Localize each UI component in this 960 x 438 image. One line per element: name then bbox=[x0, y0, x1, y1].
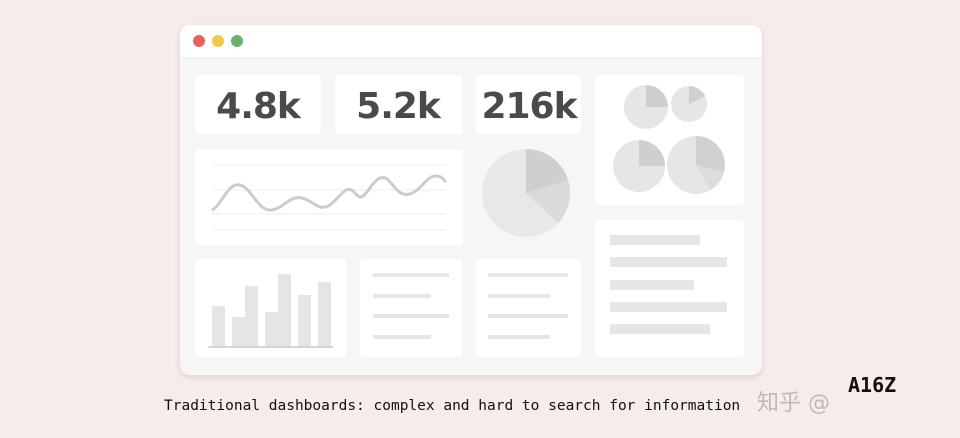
bar bbox=[278, 274, 291, 347]
card bbox=[195, 150, 463, 245]
text-line bbox=[610, 257, 727, 267]
text-line bbox=[488, 314, 568, 318]
pie-slice bbox=[526, 180, 570, 223]
pie-slice bbox=[696, 136, 725, 172]
text-line bbox=[488, 335, 550, 339]
bar bbox=[298, 295, 311, 347]
text-line bbox=[610, 235, 700, 245]
text-card bbox=[476, 259, 581, 357]
line-card bbox=[195, 150, 463, 245]
bar-card bbox=[195, 259, 346, 357]
text-line bbox=[373, 294, 431, 298]
text-card bbox=[595, 220, 744, 357]
big-pie bbox=[482, 149, 570, 237]
pie-slice bbox=[639, 140, 665, 166]
bar bbox=[212, 306, 225, 347]
pie-slice bbox=[526, 149, 568, 193]
text-line bbox=[373, 335, 431, 339]
bar bbox=[232, 317, 245, 347]
bar bbox=[265, 312, 278, 347]
text-line bbox=[373, 314, 449, 318]
text-line bbox=[610, 302, 727, 312]
maximize-dot bbox=[231, 35, 243, 47]
pie-card bbox=[595, 75, 744, 205]
text-line bbox=[488, 273, 568, 277]
pie-slice bbox=[696, 165, 724, 190]
bar bbox=[318, 282, 331, 347]
metric-card bbox=[335, 75, 462, 134]
minimize-dot bbox=[212, 35, 224, 47]
pie-slice bbox=[646, 85, 668, 107]
caption: Traditional dashboards: complex and hard… bbox=[164, 398, 740, 414]
card bbox=[476, 259, 581, 357]
text-line bbox=[610, 280, 694, 290]
title-bar bbox=[180, 25, 762, 58]
text-line bbox=[610, 324, 710, 334]
metric-card bbox=[195, 75, 321, 134]
text-card bbox=[360, 259, 462, 357]
card bbox=[360, 259, 462, 357]
text-line bbox=[488, 294, 550, 298]
metric-value: 4.8k bbox=[216, 86, 302, 127]
metric-value: 216k bbox=[481, 86, 578, 127]
text-line bbox=[373, 273, 449, 277]
metric-value: 5.2k bbox=[356, 86, 442, 127]
card bbox=[595, 75, 744, 205]
watermark-site: 知乎 @ bbox=[757, 391, 830, 416]
pie-slice bbox=[689, 86, 705, 104]
metric-card bbox=[476, 75, 581, 134]
bar bbox=[245, 286, 258, 347]
watermark-author: A16Z bbox=[848, 373, 896, 397]
line bbox=[211, 174, 448, 212]
close-dot bbox=[193, 35, 205, 47]
